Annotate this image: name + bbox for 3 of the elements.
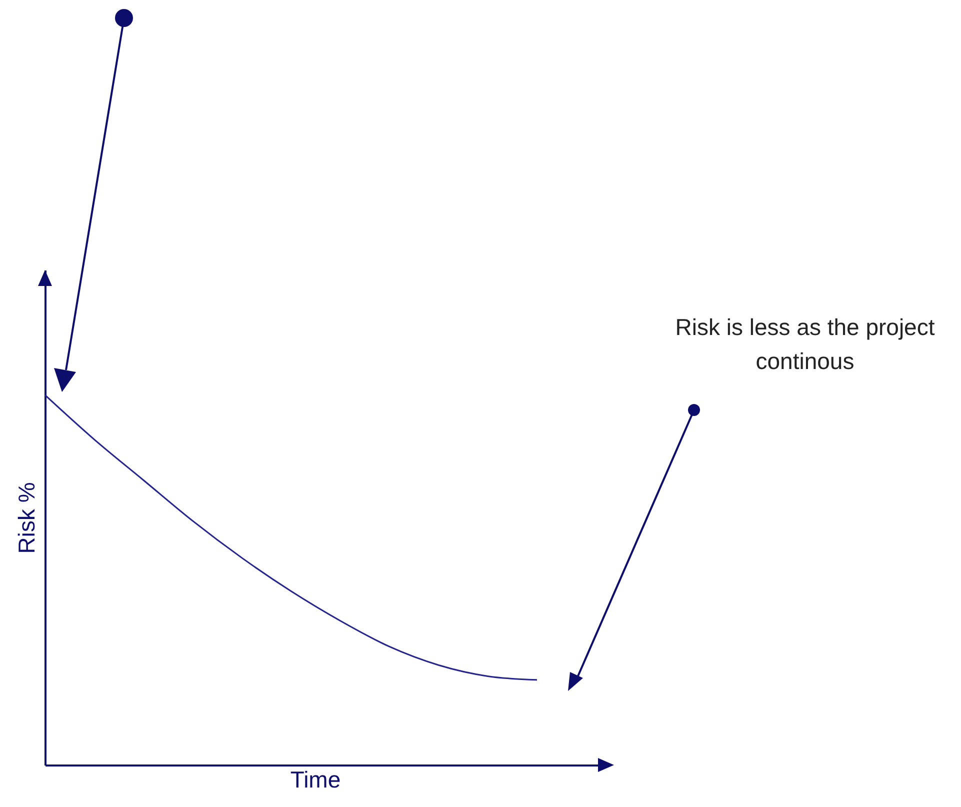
text: Risk is less as the project continous — [674, 313, 936, 376]
x-axis-title: Time — [290, 766, 341, 792]
y-axis-title: Risk % — [14, 482, 40, 554]
